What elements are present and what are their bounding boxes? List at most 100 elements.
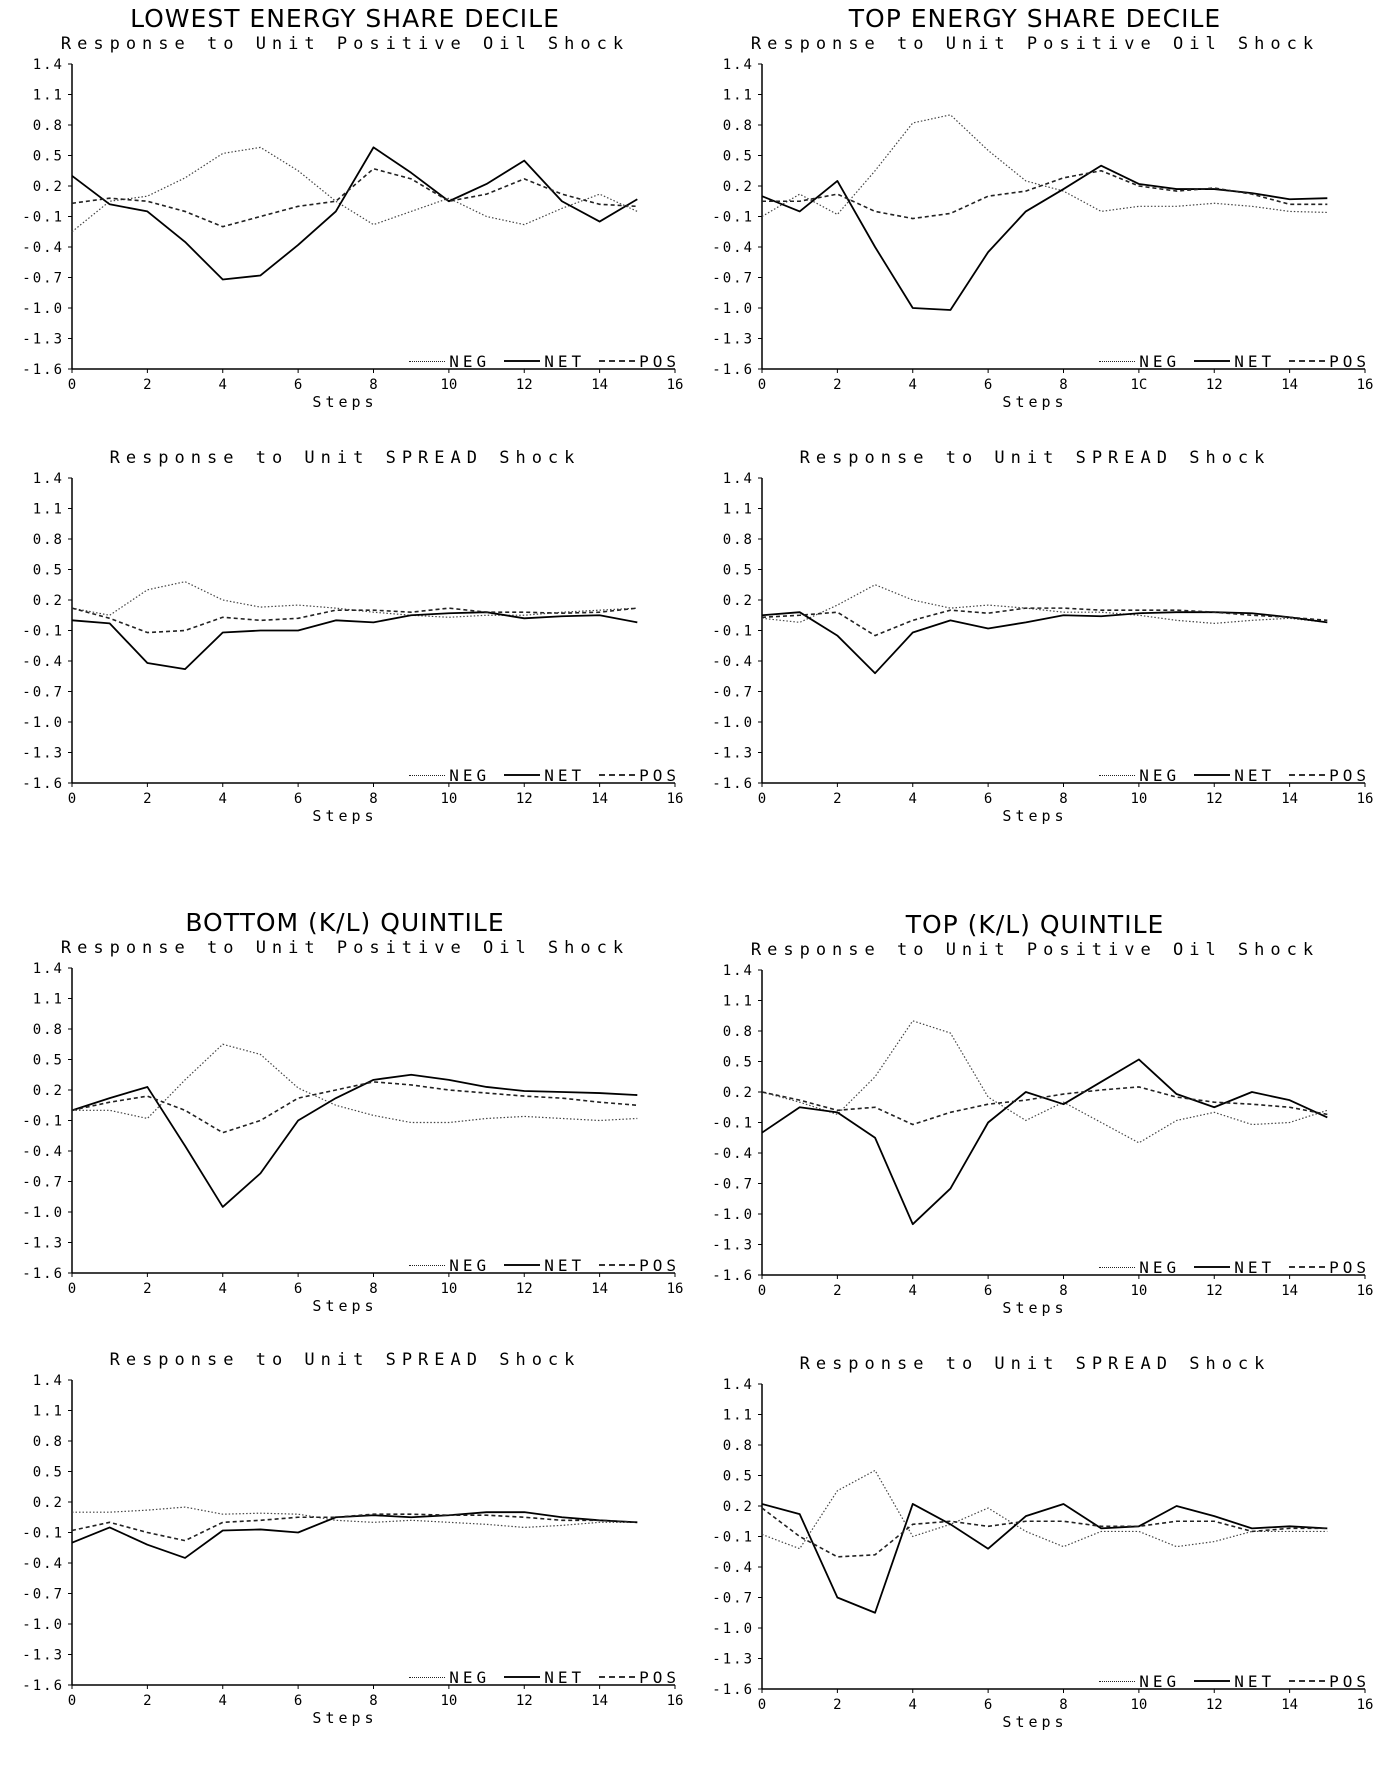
x-tick-label: 10 [440, 1281, 457, 1297]
chart-legend: NEG NET POS [1085, 347, 1370, 371]
y-tick-label: 1.1 [33, 1404, 64, 1420]
legend-label-pos: POS [639, 765, 680, 785]
x-tick-label: 12 [516, 1281, 533, 1297]
legend-swatch-pos [599, 1676, 636, 1678]
legend-swatch-pos [1289, 1266, 1326, 1268]
legend-swatch-pos [599, 1264, 636, 1266]
y-tick-label: 0.2 [33, 179, 64, 195]
x-tick-label: 6 [984, 1283, 992, 1299]
legend-item-net: NET [504, 352, 585, 371]
x-axis-label: Steps [1002, 393, 1068, 411]
y-tick-label: -0.7 [22, 685, 64, 701]
x-tick-label: 8 [369, 1281, 377, 1297]
y-tick-label: 1.4 [33, 471, 64, 487]
y-tick-label: 0.5 [723, 1055, 754, 1071]
x-tick-label: 0 [758, 791, 766, 807]
legend-swatch-neg [1099, 1681, 1136, 1682]
legend-label-neg: NEG [449, 352, 491, 371]
y-tick-label: -1.6 [712, 362, 754, 378]
x-tick-label: 16 [1357, 791, 1374, 807]
y-tick-label: -1.6 [22, 776, 64, 792]
y-tick-label: 0.5 [33, 1465, 64, 1481]
legend-label-pos: POS [1329, 351, 1370, 371]
legend-label-net: NET [544, 1255, 586, 1275]
x-tick-label: 2 [833, 1283, 841, 1299]
chart-title: Response to Unit SPREAD Shock [799, 448, 1271, 468]
y-tick-label: -1.3 [22, 1648, 64, 1664]
x-axis-label: Steps [312, 1709, 378, 1727]
chart-legend: NEG NET POS [395, 1251, 680, 1275]
series-line-pos [71, 1513, 638, 1542]
x-tick-label: 4 [219, 1281, 227, 1297]
chart-svg: 1.4 1.1 0.8 0.5 0.2 -0.1 -0.4 -0.7 -1.0 -1.3 -1.60… [712, 963, 1373, 1299]
y-tick-label: 1.4 [33, 57, 64, 73]
x-tick-label: 12 [1206, 377, 1223, 393]
x-tick-label: 16 [667, 377, 684, 393]
x-tick-label: 14 [591, 377, 608, 393]
x-tick-label: 8 [1059, 377, 1067, 393]
chart-legend: NEG NET POS [1085, 1667, 1370, 1691]
x-tick-label: 6 [294, 1693, 302, 1709]
y-tick-label: -0.4 [712, 1560, 754, 1576]
y-tick-label: -0.7 [712, 271, 754, 287]
legend-item-net: NET [504, 1256, 585, 1275]
y-tick-label: -1.3 [712, 1238, 754, 1254]
y-tick-label: -0.4 [22, 654, 64, 670]
series-line-neg [761, 114, 1328, 218]
legend-swatch-net [1194, 360, 1231, 362]
y-tick-label: 0.5 [723, 1469, 754, 1485]
chart-title: Response to Unit Positive Oil Shock [60, 34, 630, 54]
x-tick-label: 16 [1357, 1697, 1374, 1713]
x-tick-label: 4 [909, 1697, 917, 1713]
y-tick-label: 1.4 [723, 57, 754, 73]
x-tick-label: 0 [758, 1283, 766, 1299]
legend-swatch-neg [409, 775, 446, 776]
x-tick-label: 4 [219, 377, 227, 393]
y-tick-label: 1.4 [723, 471, 754, 487]
y-tick-label: -0.4 [712, 1146, 754, 1162]
legend-item-net: NET [504, 766, 585, 785]
x-tick-label: 12 [516, 1693, 533, 1709]
y-tick-label: -0.1 [22, 1114, 64, 1130]
legend-item-pos: POS [1289, 1258, 1370, 1277]
legend-item-pos: POS [599, 1668, 680, 1687]
legend-item-net: NET [1194, 352, 1275, 371]
legend-label-pos: POS [639, 1255, 680, 1275]
y-tick-label: 1.1 [33, 502, 64, 518]
x-tick-label: 8 [1059, 791, 1067, 807]
legend-label-neg: NEG [1139, 1672, 1181, 1691]
legend-label-net: NET [544, 351, 586, 371]
y-tick-label: -0.1 [22, 624, 64, 640]
legend-label-neg: NEG [449, 1668, 491, 1687]
legend-item-pos: POS [599, 352, 680, 371]
y-tick-label: -1.6 [22, 362, 64, 378]
legend-label-net: NET [544, 1667, 586, 1687]
legend-item-neg: NEG [409, 1256, 490, 1275]
legend-item-neg: NEG [409, 766, 490, 785]
legend-swatch-pos [599, 360, 636, 362]
x-tick-label: 0 [68, 1281, 76, 1297]
x-tick-label: 14 [591, 791, 608, 807]
legend-item-neg: NEG [409, 352, 490, 371]
chart-svg: 1.4 1.1 0.8 0.5 0.2 -0.1 -0.4 -0.7 -1.0 -1.3 -1.60… [22, 961, 683, 1297]
x-tick-label: 6 [984, 791, 992, 807]
series-line-net [761, 1058, 1328, 1226]
x-tick-label: 12 [1206, 1283, 1223, 1299]
y-tick-label: -0.4 [22, 1556, 64, 1572]
y-tick-label: -1.0 [22, 301, 64, 317]
x-tick-label: 14 [591, 1693, 608, 1709]
legend-swatch-neg [1099, 361, 1136, 362]
x-tick-label: 0 [68, 377, 76, 393]
legend-item-net: NET [1194, 1672, 1275, 1691]
legend-item-neg: NEG [1099, 352, 1180, 371]
y-tick-label: -1.3 [712, 746, 754, 762]
x-tick-label: 2 [833, 377, 841, 393]
y-tick-label: 0.2 [723, 1499, 754, 1515]
legend-item-neg: NEG [1099, 766, 1180, 785]
chart-title: Response to Unit Positive Oil Shock [750, 34, 1320, 54]
y-tick-label: 1.4 [33, 961, 64, 977]
y-tick-label: 1.1 [33, 992, 64, 1008]
series-line-neg [72, 1043, 638, 1124]
x-tick-label: 6 [984, 377, 992, 393]
series-line-net [71, 146, 638, 281]
